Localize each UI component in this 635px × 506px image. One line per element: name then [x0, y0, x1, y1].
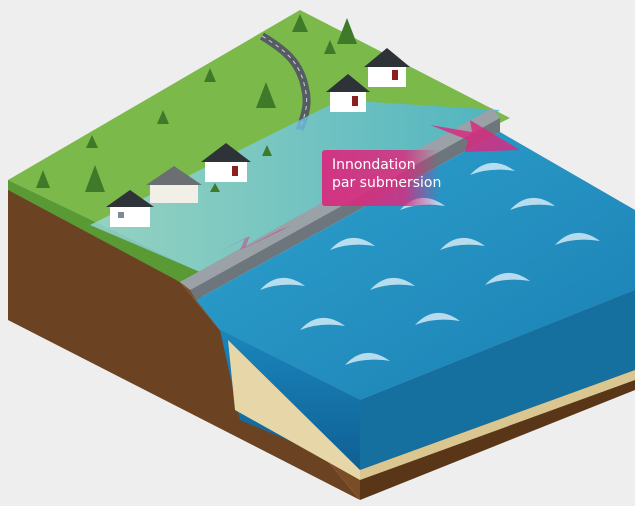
- flood-annotation-label: Innondation par submersion: [322, 150, 440, 206]
- annotation-line-1: Innondation: [332, 156, 430, 174]
- annotation-line-2: par submersion: [332, 174, 430, 192]
